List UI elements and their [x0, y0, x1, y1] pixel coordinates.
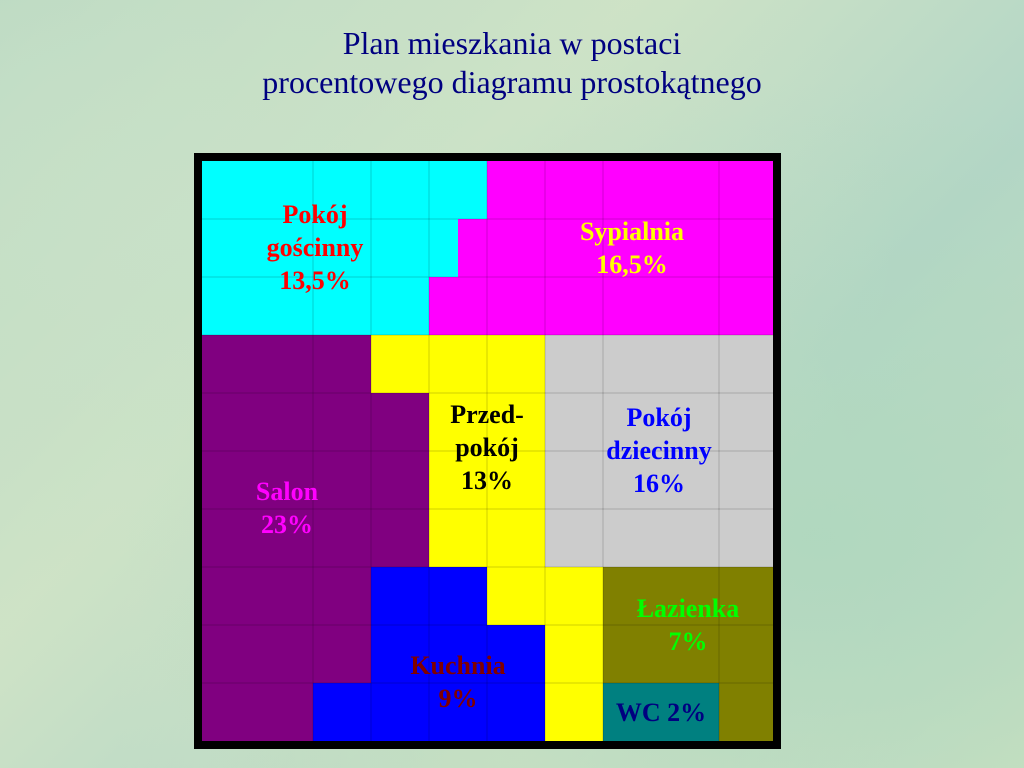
label-wc: WC 2%: [603, 696, 719, 729]
label-sypialnia: Sypialnia 16,5%: [544, 215, 720, 281]
label-salon-percent: 23%: [261, 510, 313, 539]
room-sypialnia: [429, 161, 773, 335]
label-lazienka: Łazienka 7%: [609, 592, 767, 658]
room-wc: [603, 683, 719, 741]
label-pokoj-dziecinny: Pokój dziecinny 16%: [569, 401, 749, 500]
room-salon: [202, 335, 371, 741]
label-przedpokoj-name2: pokój: [455, 433, 519, 462]
title-line-1: Plan mieszkania w postaci: [342, 25, 682, 61]
room-kuchnia: [313, 567, 545, 741]
label-kuchnia-name: Kuchnia: [410, 651, 506, 680]
label-pokoj-dziecinny-name: Pokój: [626, 403, 692, 432]
label-przedpokoj: Przed- pokój 13%: [426, 398, 548, 497]
room-pokoj-goscinny: [202, 161, 487, 335]
label-kuchnia: Kuchnia 9%: [382, 649, 534, 715]
label-przedpokoj-percent: 13%: [461, 466, 513, 495]
label-pokoj-goscinny: Pokój gościnny 13,5%: [224, 198, 406, 297]
label-salon: Salon 23%: [212, 475, 362, 541]
apartment-plan: Pokój gościnny 13,5% Sypialnia 16,5% Sal…: [194, 153, 781, 749]
label-pokoj-dziecinny-name2: dziecinny: [606, 436, 712, 465]
label-pokoj-goscinny-name: Pokój: [282, 200, 348, 229]
label-pokoj-goscinny-percent: 13,5%: [279, 266, 351, 295]
label-salon-name: Salon: [255, 477, 319, 506]
label-wc-text: WC 2%: [615, 698, 707, 727]
label-pokoj-dziecinny-percent: 16%: [633, 469, 685, 498]
page-title: Plan mieszkania w postaci procentowego d…: [0, 24, 1024, 102]
grid-lines: [202, 161, 773, 741]
label-kuchnia-percent: 9%: [438, 684, 478, 713]
room-salon-extension: [371, 393, 429, 567]
room-pokoj-dziecinny: [545, 335, 773, 567]
label-sypialnia-percent: 16,5%: [596, 250, 668, 279]
label-sypialnia-name: Sypialnia: [579, 217, 685, 246]
label-lazienka-percent: 7%: [668, 627, 708, 656]
floor-plan-diagram: [194, 153, 781, 749]
title-line-2: procentowego diagramu prostokątnego: [262, 64, 762, 100]
label-przedpokoj-name: Przed-: [450, 400, 524, 429]
label-lazienka-name: Łazienka: [636, 594, 740, 623]
label-pokoj-goscinny-name2: gościnny: [266, 233, 364, 262]
